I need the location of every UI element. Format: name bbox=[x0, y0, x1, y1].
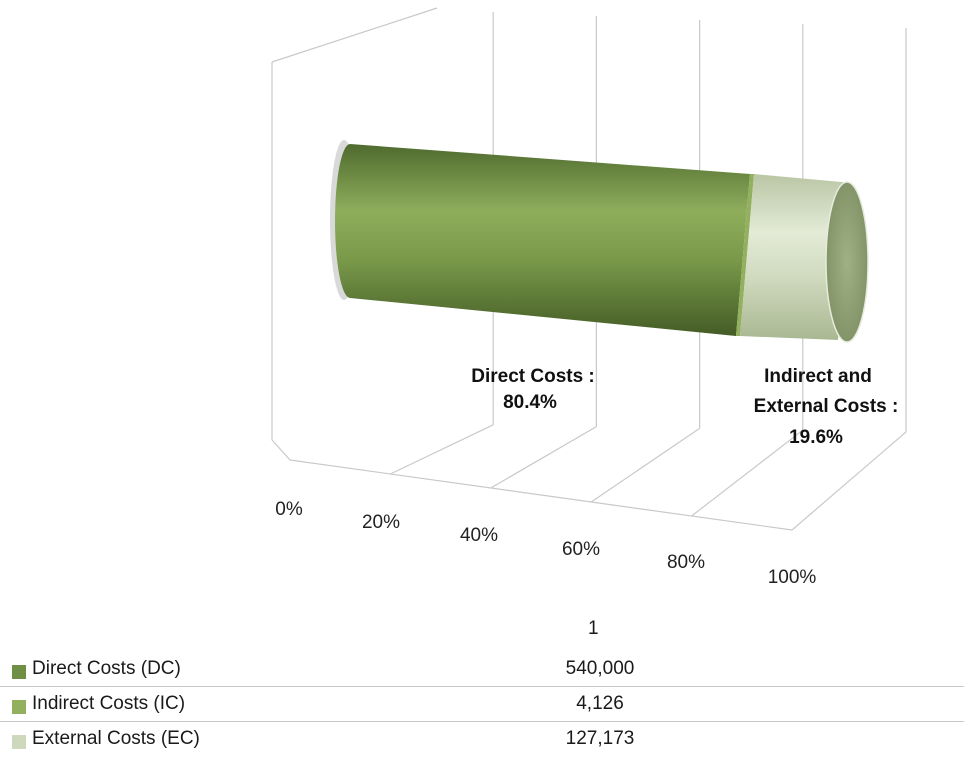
cylinder-right-cap bbox=[825, 181, 869, 343]
data-label-indirect-external-line-2: External Costs : bbox=[754, 396, 899, 417]
floor-right-edge bbox=[791, 431, 907, 531]
bar-segment-external-costs bbox=[740, 174, 852, 340]
floor-gridline bbox=[691, 429, 804, 517]
tick-label: 40% bbox=[460, 525, 498, 546]
table-cell-value: 127,173 bbox=[565, 728, 635, 749]
table-cell-value: 4,126 bbox=[576, 693, 624, 714]
legend-swatch-indirect-costs bbox=[12, 700, 26, 714]
chart-plot: 0% 20% 40% 60% 80% 100% Direct Costs : 8… bbox=[271, 7, 907, 588]
tick-label: 20% bbox=[362, 512, 400, 533]
floor-gridline bbox=[590, 427, 700, 503]
legend-swatch-direct-costs bbox=[12, 665, 26, 679]
floor-gridline bbox=[490, 426, 597, 489]
table-row: External Costs (EC) 127,173 bbox=[0, 722, 964, 756]
data-labels: Direct Costs : 80.4% Indirect and Extern… bbox=[471, 366, 898, 448]
data-label-direct-costs-line-1: Direct Costs : bbox=[471, 366, 595, 387]
tick-label: 0% bbox=[275, 499, 303, 520]
table-row: Direct Costs (DC) 540,000 bbox=[0, 652, 964, 687]
tick-label: 80% bbox=[667, 552, 705, 573]
stacked-cylinder-bar bbox=[330, 140, 869, 343]
floor-front-edge bbox=[289, 459, 793, 531]
back-wall-bottom-edge bbox=[271, 439, 291, 461]
back-wall-top-edge bbox=[271, 7, 438, 63]
data-label-direct-costs-line-2: 80.4% bbox=[503, 392, 557, 413]
tick-label: 60% bbox=[562, 539, 600, 560]
legend-swatch-external-costs bbox=[12, 735, 26, 749]
tick-label: 100% bbox=[768, 567, 817, 588]
table-row: Indirect Costs (IC) 4,126 bbox=[0, 687, 964, 722]
table-column-header: 1 bbox=[588, 618, 599, 639]
data-label-indirect-external-line-3: 19.6% bbox=[789, 427, 843, 448]
legend-label: Direct Costs (DC) bbox=[32, 658, 181, 679]
x-axis: 0% 20% 40% 60% 80% 100% bbox=[275, 499, 816, 588]
data-label-indirect-external-line-1: Indirect and bbox=[764, 366, 872, 387]
plot-frame bbox=[271, 7, 907, 531]
bar-segment-indirect-costs bbox=[736, 174, 754, 336]
legend-label: Indirect Costs (IC) bbox=[32, 693, 186, 714]
floor-gridline bbox=[390, 424, 494, 475]
legend-label: External Costs (EC) bbox=[32, 728, 200, 749]
bar-segment-direct-costs bbox=[335, 144, 750, 336]
table-cell-value: 540,000 bbox=[565, 658, 635, 679]
